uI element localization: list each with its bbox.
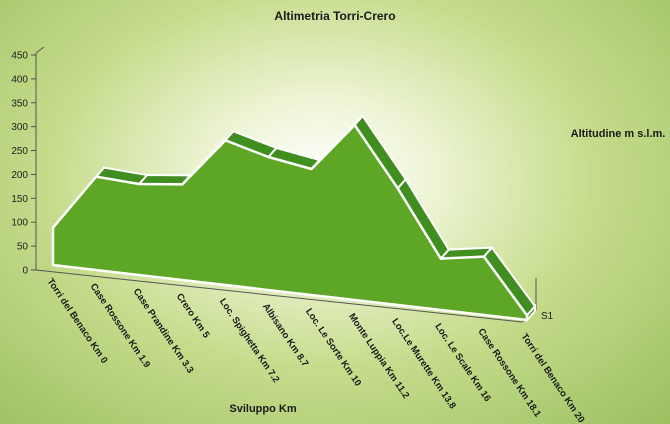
area-front-face [51,123,529,322]
series-label: S1 [541,311,554,322]
elevation-area [51,115,536,323]
y-tick-label: 300 [11,122,28,133]
y-tick-label: 50 [17,242,29,253]
y-tick-label: 450 [11,51,28,62]
y-tick-label: 350 [11,98,28,109]
y-tick-label: 0 [22,266,28,277]
chart-title: Altimetria Torri-Crero [274,9,395,23]
y-tick-label: 400 [11,74,28,85]
y-axis-top-depth [35,46,45,54]
y-tick-label: 200 [11,170,28,181]
y-tick-label: 150 [11,194,28,205]
y-tick-label: 100 [11,218,28,229]
y-axis-label: Altitudine m s.l.m. [571,128,666,140]
y-tick-label: 250 [11,146,28,157]
x-tick-label: Crero Km 5 [174,292,212,341]
x-axis-label: Sviluppo Km [229,403,296,415]
floor-front-edge [35,269,523,323]
y-ticks: 0 50 100 150 200 250 300 350 400 450 [11,51,36,277]
